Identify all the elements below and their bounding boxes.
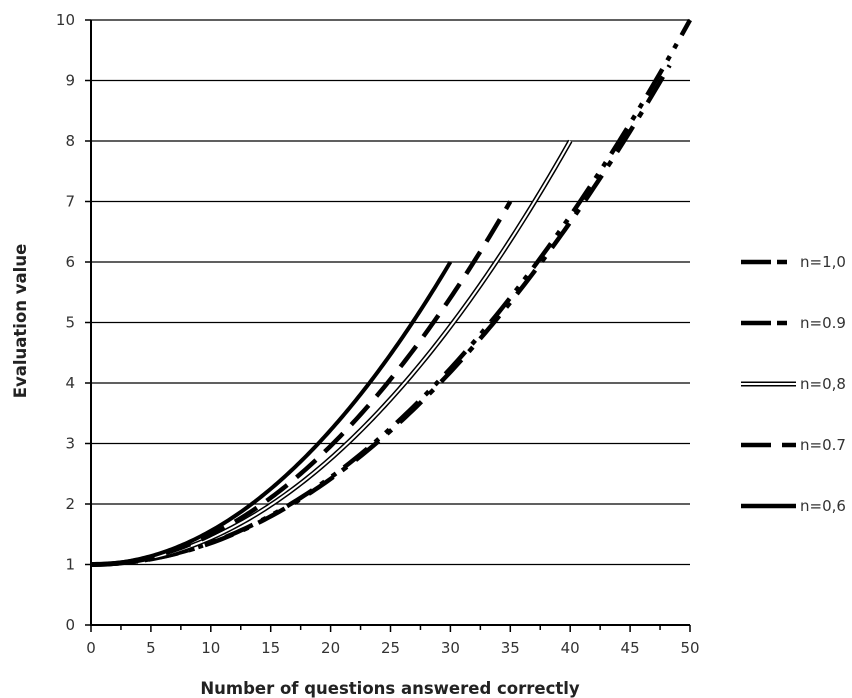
y-tick-label: 2 (65, 495, 75, 513)
y-tick-label: 8 (65, 132, 75, 150)
legend-item-n-1-0: n=1,0 (741, 253, 846, 271)
series-lines (90, 18, 692, 567)
series-n-0-7 (90, 200, 513, 567)
x-axis-title: Number of questions answered correctly (200, 679, 580, 698)
x-tick-label: 30 (441, 639, 460, 657)
series-n-0-9 (90, 64, 672, 567)
legend-label: n=1,0 (800, 253, 846, 271)
y-tick-label: 5 (65, 314, 75, 332)
x-tick-label: 50 (680, 639, 699, 657)
legend-item-n-0-7: n=0.7 (741, 436, 846, 454)
y-tick-label: 4 (65, 374, 75, 392)
y-tick-label: 0 (65, 616, 75, 634)
legend-label: n=0,6 (800, 497, 846, 515)
y-tick-labels: 0 1 2 3 4 5 6 7 8 9 10 (56, 11, 75, 634)
grid-lines (91, 19, 690, 566)
y-axis-title: Evaluation value (11, 244, 30, 399)
x-tick-label: 25 (381, 639, 400, 657)
series-n-1-0 (90, 18, 692, 567)
x-tick-label: 5 (146, 639, 156, 657)
legend-item-n-0-8: n=0,8 (741, 375, 846, 393)
series-line-n-0-9 (90, 64, 672, 567)
series-n-0-8 (90, 139, 573, 567)
axes (85, 19, 691, 632)
series-line-n-0-8-inner (90, 140, 572, 566)
y-tick-label: 1 (65, 556, 75, 574)
y-tick-label: 9 (65, 72, 75, 90)
series-line-n-0-6 (90, 260, 453, 567)
x-tick-label: 15 (261, 639, 280, 657)
legend-label: n=0.7 (800, 436, 846, 454)
legend-item-n-0-9: n=0.9 (741, 314, 846, 332)
y-tick-label: 10 (56, 11, 75, 29)
x-tick-label: 0 (86, 639, 96, 657)
series-line-n-1-0 (90, 18, 692, 567)
x-tick-label: 20 (321, 639, 340, 657)
series-line-n-0-7 (90, 200, 513, 567)
series-line-n-0-8-outer (90, 139, 573, 567)
legend-label: n=0.9 (800, 314, 846, 332)
y-tick-label: 7 (65, 193, 75, 211)
x-tick-label: 45 (621, 639, 640, 657)
legend-item-n-0-6: n=0,6 (741, 497, 846, 515)
x-tick-label: 35 (501, 639, 520, 657)
x-tick-labels: 0 5 10 15 20 25 30 35 40 45 50 (86, 639, 699, 657)
x-tick-label: 40 (561, 639, 580, 657)
y-tick-label: 6 (65, 253, 75, 271)
x-tick-label: 10 (201, 639, 220, 657)
legend-label: n=0,8 (800, 375, 846, 393)
series-n-0-6 (90, 260, 453, 567)
legend: n=1,0 n=0.9 n=0,8 n=0.7 n=0,6 (741, 253, 846, 515)
y-tick-label: 3 (65, 435, 75, 453)
